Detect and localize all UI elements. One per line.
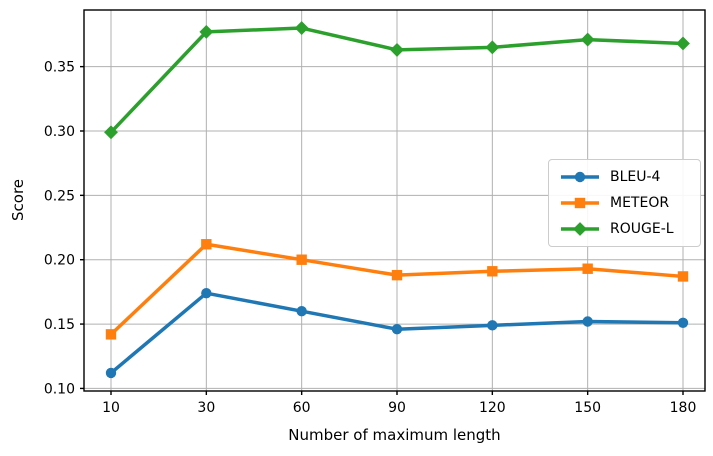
axes-spines xyxy=(83,9,706,392)
legend-item-rouge-l: ROUGE-L xyxy=(559,220,690,238)
data-point-rouge-l xyxy=(580,32,595,47)
y-tick-label: 0.25 xyxy=(44,188,75,204)
y-tick-label: 0.10 xyxy=(44,381,75,397)
legend-sample-marker xyxy=(573,222,587,236)
data-point-rouge-l xyxy=(390,42,404,57)
data-point-bleu-4 xyxy=(582,316,593,327)
x-tick-label: 30 xyxy=(197,400,215,416)
legend-label-rouge-l: ROUGE-L xyxy=(610,221,674,237)
x-tick-label: 120 xyxy=(479,400,506,416)
data-point-meteor xyxy=(105,329,117,340)
x-tick-label: 90 xyxy=(388,400,406,416)
legend-sample-marker xyxy=(574,197,586,209)
legend: BLEU-4 METEOR ROUGE-L xyxy=(548,159,701,247)
data-point-bleu-4 xyxy=(201,287,212,299)
data-point-rouge-l xyxy=(485,40,500,55)
meteor-line-marker-icon xyxy=(561,197,599,209)
data-point-bleu-4 xyxy=(391,324,403,335)
x-tick-label: 60 xyxy=(293,400,311,416)
data-point-meteor xyxy=(677,271,689,282)
data-point-rouge-l xyxy=(676,36,690,51)
y-tick-label: 0.35 xyxy=(44,60,75,76)
data-point-bleu-4 xyxy=(487,320,498,331)
x-axis-label: Number of maximum length xyxy=(288,426,501,444)
x-tick-label: 180 xyxy=(670,400,697,416)
data-point-meteor xyxy=(296,254,307,265)
data-point-meteor xyxy=(391,269,403,281)
bleu-4-line-marker-icon xyxy=(561,171,599,183)
data-point-bleu-4 xyxy=(105,367,117,379)
data-point-meteor xyxy=(487,266,498,277)
data-point-meteor xyxy=(201,239,212,250)
rouge-l-line-marker-icon xyxy=(561,222,599,236)
y-tick-label: 0.15 xyxy=(44,317,75,333)
data-point-bleu-4 xyxy=(296,305,307,317)
legend-sample-marker xyxy=(574,171,586,183)
x-tick-label: 10 xyxy=(102,400,120,416)
data-point-rouge-l xyxy=(294,21,309,35)
y-tick-label: 0.30 xyxy=(44,124,75,140)
x-tick-label: 150 xyxy=(574,400,601,416)
y-tick-label: 0.20 xyxy=(44,253,75,269)
legend-label-bleu-4: BLEU-4 xyxy=(610,169,661,185)
legend-item-bleu-4: BLEU-4 xyxy=(559,168,690,186)
legend-item-meteor: METEOR xyxy=(559,194,690,212)
data-point-bleu-4 xyxy=(677,317,689,328)
y-axis-label: Score xyxy=(9,178,27,222)
data-point-rouge-l xyxy=(104,125,118,140)
data-point-meteor xyxy=(582,263,593,274)
legend-label-meteor: METEOR xyxy=(610,195,670,211)
